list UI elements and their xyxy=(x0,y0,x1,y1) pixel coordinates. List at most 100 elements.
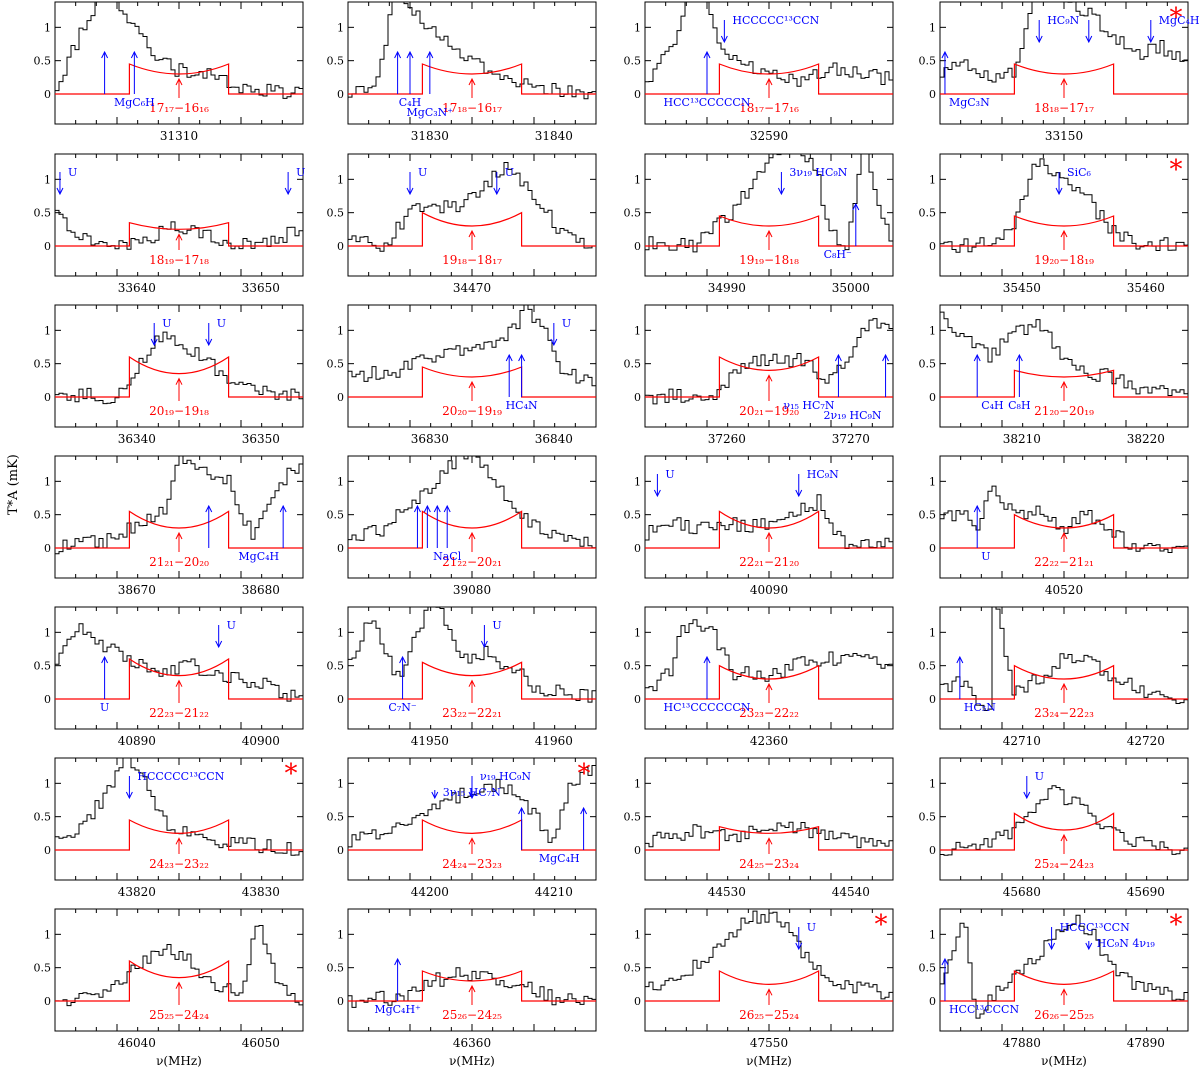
molecule-label: MgC₄H xyxy=(238,550,279,563)
y-tick-label: 1 xyxy=(929,626,936,639)
y-tick-label: 0.5 xyxy=(919,509,937,522)
quantum-number-label: 18₁₈−17₁₇ xyxy=(1034,101,1094,115)
panel-7: 0 0.5 1 34990 35000 19₁₉−18₁₈ 3ν₁₉ HC₉N C₈H⁻ xyxy=(624,153,894,295)
qn-arrow-head xyxy=(468,229,476,238)
molecule-label: U xyxy=(418,166,427,179)
qn-arrow-head xyxy=(468,77,476,86)
observed-spectrum xyxy=(55,623,303,702)
y-tick-label: 0.5 xyxy=(34,207,52,220)
y-tick-label: 0.5 xyxy=(919,55,937,68)
model-line-profile xyxy=(55,510,303,549)
annotation-arrow-head xyxy=(795,489,803,498)
y-tick-label: 1 xyxy=(929,475,936,488)
y-tick-label: 0.5 xyxy=(327,358,345,371)
annotation-arrow-head xyxy=(703,50,711,59)
star-marker: * xyxy=(1170,3,1183,33)
panel-21: 0 0.5 1 43820 43830 24₂₃−23₂₂ * HCCCCC¹³CCN xyxy=(34,757,304,899)
x-tick-label: 45680 xyxy=(1003,885,1041,899)
qn-arrow-head xyxy=(1060,833,1068,842)
observed-spectrum xyxy=(645,910,893,1000)
molecule-label: MgC₆H xyxy=(114,96,155,109)
annotation-arrow-head xyxy=(493,187,501,196)
y-tick-label: 1 xyxy=(929,21,936,34)
y-tick-label: 0.5 xyxy=(327,811,345,824)
y-tick-label: 0 xyxy=(44,391,51,404)
molecule-label: MgC₄H xyxy=(539,852,580,865)
observed-spectrum xyxy=(348,1,596,100)
y-tick-label: 0 xyxy=(337,391,344,404)
model-line-profile xyxy=(645,825,893,851)
observed-spectrum xyxy=(940,485,1188,553)
model-line-profile xyxy=(348,63,596,95)
y-tick-label: 1 xyxy=(337,626,344,639)
y-tick-label: 0 xyxy=(337,995,344,1008)
panel-27: 0 0.5 1 47550 ν(MHz) 26₂₅−25₂₄ * U xyxy=(624,908,894,1068)
molecule-label: U xyxy=(217,317,226,330)
annotation-arrow-head xyxy=(956,655,964,664)
x-tick-label: 38670 xyxy=(118,583,156,597)
annotation-arrow-head xyxy=(1055,187,1063,196)
annotation-arrow-head xyxy=(480,640,488,649)
panel-8: 0 0.5 1 35450 35460 19₂₀−18₁₉ * SiC₆ xyxy=(919,153,1189,295)
annotation-arrow-head xyxy=(852,202,860,211)
annotation-arrow-head xyxy=(431,791,439,800)
quantum-number-label: 22₂₁−21₂₀ xyxy=(739,555,799,569)
panel-18: 0 0.5 1 41950 41960 23₂₂−22₂₁ C₇N⁻ U xyxy=(327,606,597,748)
y-tick-label: 0.5 xyxy=(327,509,345,522)
x-tick-label: 33150 xyxy=(1045,129,1083,143)
panel-15: 0 0.5 1 40090 22₂₁−21₂₀ U HC₉N xyxy=(624,455,894,597)
star-marker: * xyxy=(578,759,591,789)
x-tick-label: 38680 xyxy=(242,583,280,597)
panel-24: 0 0.5 1 45680 45690 25₂₄−24₂₃ U xyxy=(919,757,1189,899)
molecule-label: U xyxy=(68,166,77,179)
x-tick-label: 38220 xyxy=(1127,432,1165,446)
y-tick-label: 0.5 xyxy=(919,962,937,975)
y-tick-label: 0 xyxy=(44,88,51,101)
observed-spectrum xyxy=(55,209,303,250)
model-line-profile xyxy=(940,215,1188,247)
annotation-arrow-head xyxy=(1048,942,1056,951)
molecule-label: NaCl xyxy=(433,550,462,563)
annotation-arrow-head xyxy=(406,50,414,59)
y-tick-label: 0.5 xyxy=(34,358,52,371)
star-marker: * xyxy=(875,910,888,940)
qn-arrow-head xyxy=(765,229,773,238)
x-tick-label: 42710 xyxy=(1003,734,1041,748)
observed-spectrum xyxy=(645,821,893,849)
quantum-number-label: 24₂₅−23₂₄ xyxy=(739,857,799,871)
annotation-arrow-head xyxy=(215,640,223,649)
panel-12: 0 0.5 1 38210 38220 21₂₀−20₁₉ C₄H C₈H xyxy=(919,304,1189,446)
annotation-arrow-head xyxy=(443,504,451,513)
panel-25: 0 0.5 1 46040 46050 ν(MHz) 25₂₅−24₂₄ xyxy=(34,908,304,1068)
star-marker: * xyxy=(285,759,298,789)
annotation-arrow-head xyxy=(413,504,421,513)
y-tick-label: 0.5 xyxy=(34,55,52,68)
qn-arrow-head xyxy=(175,377,183,385)
y-tick-label: 1 xyxy=(44,324,51,337)
molecule-label: HC₅N xyxy=(964,701,996,714)
annotation-arrow-head xyxy=(1015,353,1023,362)
molecule-label: 3ν₁₅ HC₇N xyxy=(443,786,501,799)
y-tick-label: 0.5 xyxy=(919,207,937,220)
observed-spectrum xyxy=(348,304,596,387)
model-line-profile xyxy=(940,969,1188,1002)
model-line-profile xyxy=(55,63,303,95)
y-tick-label: 1 xyxy=(337,21,344,34)
molecule-label: U xyxy=(981,550,990,563)
annotation-arrow-head xyxy=(795,942,803,951)
model-line-profile xyxy=(940,513,1188,549)
quantum-number-label: 24₂₄−23₂₃ xyxy=(442,857,502,871)
y-tick-label: 0 xyxy=(44,693,51,706)
observed-spectrum xyxy=(645,619,893,692)
y-tick-label: 0.5 xyxy=(327,660,345,673)
x-tick-label: 35450 xyxy=(1003,281,1041,295)
y-tick-label: 1 xyxy=(44,777,51,790)
y-tick-label: 0.5 xyxy=(919,660,937,673)
model-line-profile xyxy=(645,215,893,247)
y-tick-label: 0 xyxy=(929,844,936,857)
observed-spectrum xyxy=(645,153,893,253)
annotation-arrow-head xyxy=(394,957,402,966)
quantum-number-label: 23₂₃−22₂₂ xyxy=(739,706,799,720)
molecule-label: HC₉N xyxy=(807,468,839,481)
